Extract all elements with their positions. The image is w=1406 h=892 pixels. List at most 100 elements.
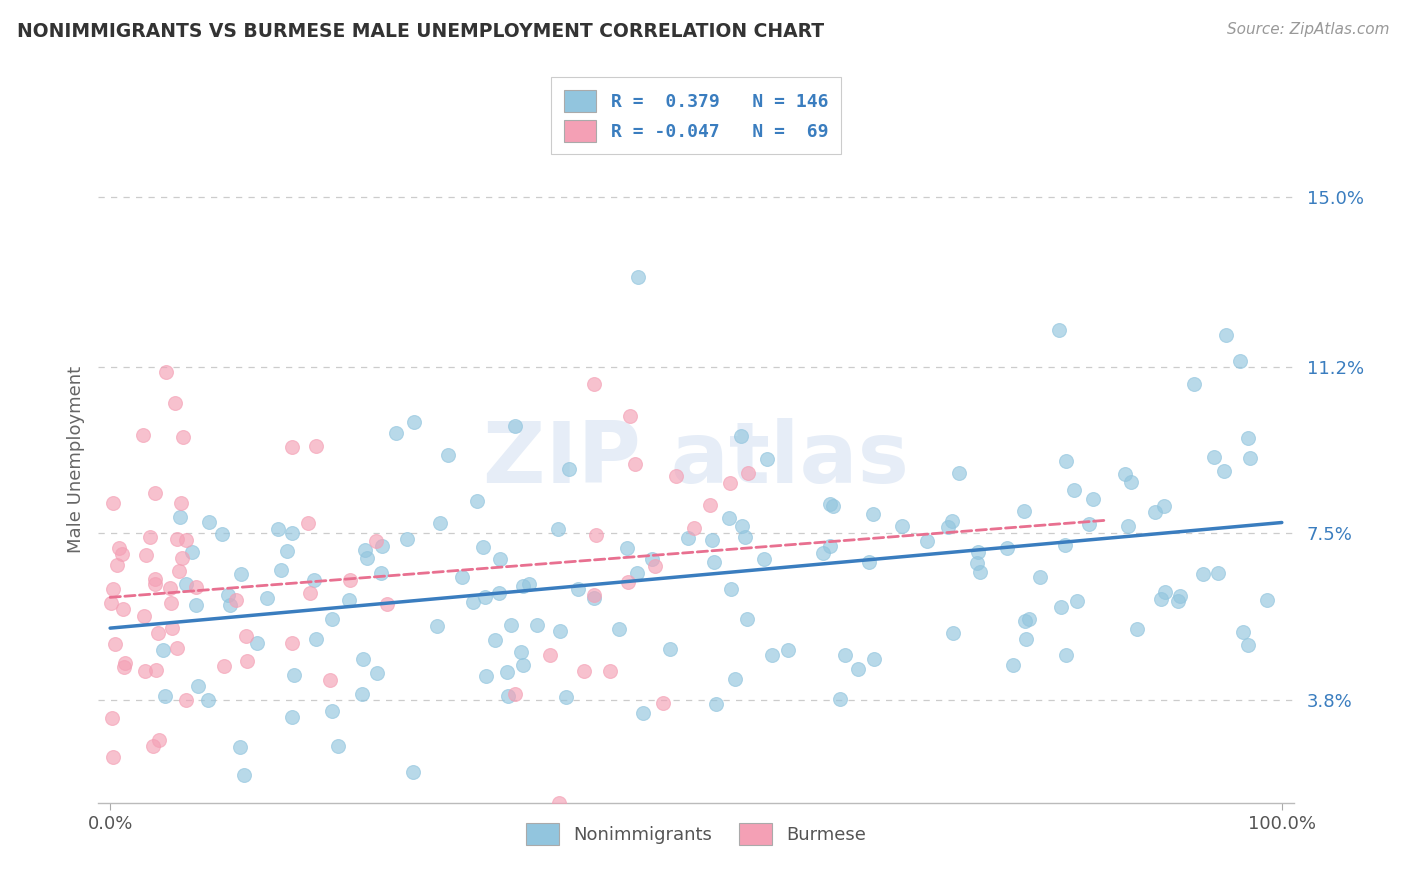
Point xyxy=(467,493,489,508)
Point xyxy=(225,593,247,607)
Point xyxy=(143,576,166,591)
Point xyxy=(495,665,517,679)
Point xyxy=(526,617,548,632)
Point xyxy=(235,629,257,643)
Point xyxy=(1167,594,1189,608)
Point xyxy=(863,652,886,666)
Point xyxy=(1018,611,1040,625)
Point xyxy=(1237,638,1260,652)
Point xyxy=(111,601,134,615)
Point xyxy=(281,441,304,455)
Point xyxy=(499,618,522,632)
Point xyxy=(558,462,581,476)
Point xyxy=(283,667,305,681)
Point xyxy=(820,539,842,553)
Point xyxy=(155,365,177,379)
Point xyxy=(1066,594,1088,608)
Point xyxy=(170,495,193,509)
Point xyxy=(461,595,484,609)
Point xyxy=(166,640,188,655)
Point xyxy=(1078,517,1101,532)
Point xyxy=(100,596,122,610)
Point xyxy=(232,768,254,782)
Point xyxy=(948,467,970,481)
Point xyxy=(132,427,155,442)
Point xyxy=(152,643,174,657)
Point xyxy=(101,711,124,725)
Point xyxy=(104,637,127,651)
Point xyxy=(235,654,257,668)
Point xyxy=(1154,585,1177,599)
Point xyxy=(567,582,589,596)
Point xyxy=(703,556,725,570)
Point xyxy=(496,690,519,704)
Point xyxy=(761,648,783,662)
Point xyxy=(1001,658,1024,673)
Point xyxy=(471,540,494,554)
Point xyxy=(813,546,835,560)
Point xyxy=(184,580,207,594)
Point xyxy=(174,576,197,591)
Legend: Nonimmigrants, Burmese: Nonimmigrants, Burmese xyxy=(515,812,877,855)
Point xyxy=(229,740,252,755)
Point xyxy=(172,430,194,444)
Point xyxy=(328,739,350,753)
Point xyxy=(517,577,540,591)
Point xyxy=(167,564,190,578)
Point xyxy=(134,609,156,624)
Point xyxy=(356,551,378,566)
Point xyxy=(599,664,621,678)
Point xyxy=(198,515,221,529)
Point xyxy=(1256,592,1278,607)
Point xyxy=(1150,592,1173,607)
Point xyxy=(503,419,526,434)
Point xyxy=(724,672,747,686)
Point xyxy=(699,498,721,512)
Point xyxy=(305,438,328,452)
Point xyxy=(370,566,392,580)
Point xyxy=(548,796,571,810)
Point xyxy=(143,572,166,586)
Point xyxy=(617,575,640,590)
Point xyxy=(181,545,204,559)
Point xyxy=(704,697,727,711)
Point xyxy=(627,269,650,284)
Point xyxy=(366,666,388,681)
Point xyxy=(1014,632,1036,646)
Point xyxy=(197,692,219,706)
Point xyxy=(134,664,156,678)
Point xyxy=(631,706,654,720)
Point xyxy=(148,732,170,747)
Point xyxy=(404,415,426,429)
Point xyxy=(1232,625,1254,640)
Y-axis label: Male Unemployment: Male Unemployment xyxy=(66,366,84,553)
Point xyxy=(823,500,845,514)
Point xyxy=(297,516,319,530)
Point xyxy=(752,552,775,566)
Point xyxy=(718,475,741,490)
Point xyxy=(626,566,648,581)
Point xyxy=(1050,600,1073,615)
Point xyxy=(702,533,724,547)
Text: ZIP atlas: ZIP atlas xyxy=(484,417,908,501)
Point xyxy=(474,590,496,604)
Point xyxy=(834,648,856,662)
Point xyxy=(395,533,418,547)
Point xyxy=(731,518,754,533)
Point xyxy=(818,497,841,511)
Point xyxy=(862,507,884,521)
Point xyxy=(858,555,880,569)
Point xyxy=(936,520,959,534)
Point xyxy=(509,645,531,659)
Point xyxy=(174,533,197,548)
Point xyxy=(1012,504,1035,518)
Point xyxy=(385,426,408,441)
Point xyxy=(488,586,510,600)
Point xyxy=(659,641,682,656)
Point xyxy=(1143,505,1166,519)
Point xyxy=(139,530,162,544)
Point xyxy=(256,591,278,606)
Point xyxy=(280,525,302,540)
Point xyxy=(1153,500,1175,514)
Point xyxy=(114,657,136,671)
